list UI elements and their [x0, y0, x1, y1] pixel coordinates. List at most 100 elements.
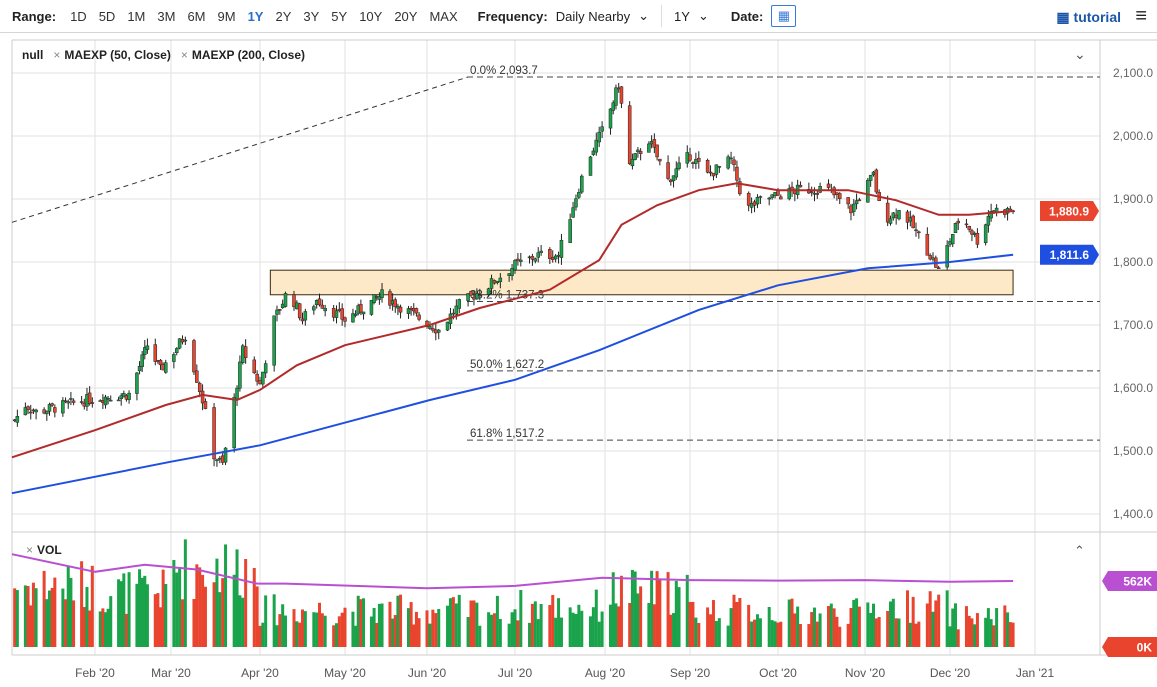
remove-icon[interactable]: × — [180, 48, 188, 62]
candle-body — [28, 411, 33, 414]
candle-body — [911, 215, 915, 229]
calendar-icon[interactable]: ▦ — [771, 5, 797, 27]
volume-bar — [992, 625, 996, 647]
candle-body — [334, 310, 339, 318]
candle-body — [519, 259, 523, 262]
candle-body — [905, 211, 910, 223]
volume-bar — [655, 571, 659, 647]
candle-body — [513, 260, 517, 271]
candle-body — [119, 395, 123, 399]
hamburger-icon[interactable]: ≡ — [1135, 5, 1147, 27]
volume-bar — [510, 612, 514, 647]
volume-bar — [320, 613, 324, 647]
collapse-chevron-icon[interactable]: ⌄ — [1074, 46, 1086, 62]
volume-bar — [548, 605, 552, 647]
volume-bar — [747, 604, 751, 647]
volume-bar — [937, 594, 941, 647]
volume-bar — [428, 623, 432, 647]
collapse-chevron-up-icon[interactable]: ⌃ — [1074, 543, 1085, 558]
range-1d[interactable]: 1D — [70, 8, 87, 24]
range-max[interactable]: MAX — [429, 8, 458, 24]
candle-body — [69, 398, 73, 400]
range-1m[interactable]: 1M — [127, 8, 146, 24]
volume-bar — [735, 601, 739, 647]
remove-icon[interactable]: × — [26, 543, 34, 557]
candle-body — [258, 380, 262, 385]
candle-body — [414, 308, 419, 314]
volume-bar — [161, 569, 165, 647]
frequency-dropdown[interactable]: Daily Nearby ⌄ — [556, 8, 649, 24]
candle-body — [406, 308, 411, 314]
range-10y[interactable]: 10Y — [359, 8, 383, 24]
candle-body — [218, 457, 222, 460]
volume-bar — [539, 603, 543, 647]
candle-body — [314, 299, 319, 306]
candle-body — [633, 153, 637, 160]
volume-bar — [995, 608, 999, 647]
candle-body — [320, 304, 325, 309]
legend-ma200-label: MAEXP (200, Close) — [191, 48, 305, 62]
candles — [12, 82, 1015, 467]
chart-legend: null × MAEXP (50, Close) × MAEXP (200, Clo… — [22, 48, 305, 62]
candle-body — [183, 339, 188, 342]
volume-bar — [127, 572, 131, 647]
range-6m[interactable]: 6M — [187, 8, 206, 24]
candle-body — [197, 383, 202, 392]
range-3y[interactable]: 3Y — [303, 8, 320, 24]
legend-symbol: null — [22, 48, 44, 62]
range-3m[interactable]: 3M — [157, 8, 176, 24]
volume-bar — [85, 586, 89, 647]
range-2y[interactable]: 2Y — [275, 8, 292, 24]
candle-body — [87, 392, 92, 404]
volume-bar — [159, 607, 163, 647]
volume-bar — [466, 617, 470, 647]
range-buttons: 1D 5D 1M 3M 6M 9M 1Y 2Y 3Y 5Y 10Y 20Y MAX — [64, 9, 464, 24]
volume-bar — [178, 567, 182, 647]
volume-bar — [375, 622, 379, 647]
candle-body — [868, 174, 873, 181]
volume-bar — [437, 609, 441, 647]
range-20y[interactable]: 20Y — [394, 8, 418, 24]
candle-body — [369, 299, 374, 315]
ma200-price-tag: 1,811.6 — [1040, 244, 1099, 265]
candle-body — [577, 192, 581, 198]
volume-bar — [832, 608, 836, 647]
volume-bar — [986, 608, 990, 647]
volume-bar — [672, 613, 676, 647]
volume-bar — [577, 604, 581, 647]
candle-body — [212, 407, 216, 460]
candle-body — [738, 181, 742, 195]
toolbar: Range: 1D 5D 1M 3M 6M 9M 1Y 2Y 3Y 5Y 10Y 20Y MAX Fre… — [0, 0, 1157, 33]
candle-body — [393, 299, 398, 308]
price-tick-label: 1,900.0 — [1113, 192, 1153, 206]
remove-icon[interactable]: × — [53, 48, 61, 62]
range-9m[interactable]: 9M — [217, 8, 236, 24]
volume-bar — [232, 574, 236, 647]
volume-bar — [530, 603, 534, 647]
volume-bar — [66, 566, 70, 647]
range-1y[interactable]: 1Y — [247, 8, 264, 24]
range-5y[interactable]: 5Y — [331, 8, 348, 24]
tutorial-link[interactable]: ▦ tutorial — [1056, 9, 1121, 26]
legend-ma50: × MAEXP (50, Close) — [53, 48, 171, 62]
volume-bar — [244, 558, 248, 647]
price-tick-label: 1,600.0 — [1113, 381, 1153, 395]
volume-bar — [1008, 622, 1012, 647]
volume-bar — [315, 612, 319, 647]
volume-bar — [953, 603, 957, 647]
candle-body — [812, 192, 817, 195]
volume-bar — [53, 577, 57, 647]
candle-body — [580, 175, 584, 193]
volume-bar — [153, 594, 157, 647]
candle-body — [708, 171, 713, 174]
volume-bar — [717, 618, 721, 647]
candle-body — [815, 193, 820, 195]
range-5d[interactable]: 5D — [98, 8, 116, 24]
candle-body — [671, 175, 676, 182]
volume-bar — [666, 572, 670, 647]
candle-body — [749, 203, 754, 208]
period-dropdown[interactable]: 1Y ⌄ — [674, 8, 709, 24]
candle-body — [568, 219, 572, 243]
fib-level-label: 50.0% 1,627.2 — [470, 359, 544, 371]
